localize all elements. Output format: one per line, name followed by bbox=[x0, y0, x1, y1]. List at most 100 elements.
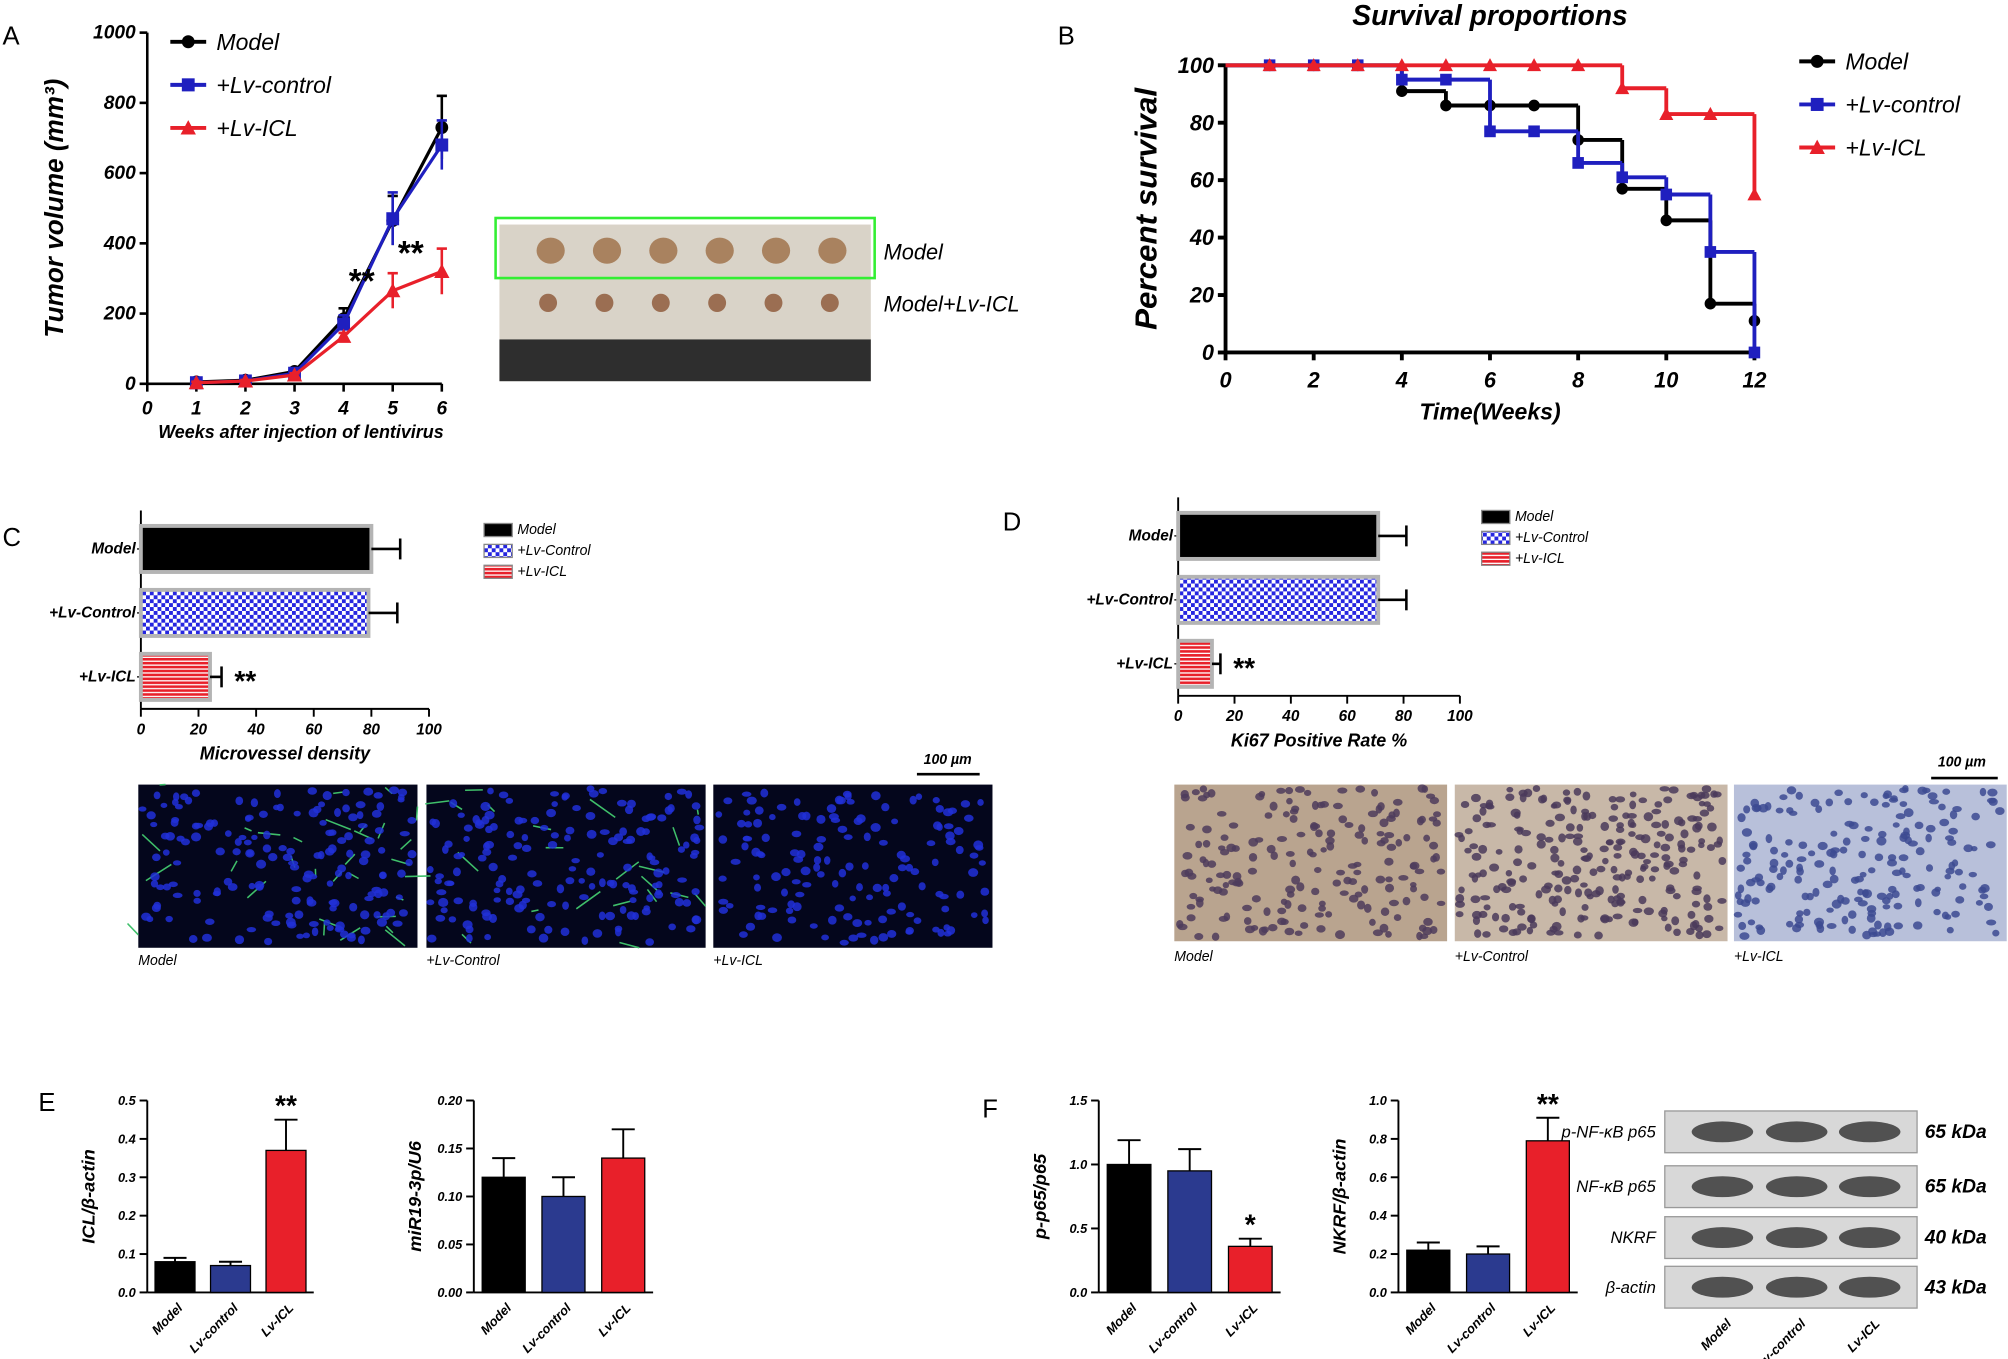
marker bbox=[1527, 58, 1542, 72]
tumor bbox=[536, 237, 565, 264]
nucleus bbox=[1841, 897, 1850, 905]
nucleus bbox=[1205, 877, 1213, 884]
marker bbox=[1571, 58, 1586, 72]
nucleus bbox=[547, 840, 558, 849]
nucleus bbox=[246, 926, 257, 933]
nucleus bbox=[1223, 912, 1231, 921]
nucleus bbox=[1628, 831, 1636, 837]
nucleus bbox=[474, 820, 485, 829]
nucleus bbox=[1612, 913, 1623, 920]
nucleus bbox=[397, 788, 408, 797]
nucleus bbox=[530, 816, 540, 825]
nucleus bbox=[677, 846, 686, 853]
nucleus bbox=[693, 815, 701, 825]
marker bbox=[1262, 58, 1277, 72]
nucleus bbox=[1561, 876, 1572, 885]
marker bbox=[1659, 106, 1674, 120]
category-label: Lv-ICL bbox=[1520, 1300, 1559, 1339]
y-tick-label: 20 bbox=[1189, 282, 1214, 307]
nucleus bbox=[1878, 830, 1887, 838]
nucleus bbox=[886, 908, 896, 915]
legend-label: +Lv-Control bbox=[1515, 530, 1589, 546]
nucleus bbox=[405, 858, 413, 867]
nucleus bbox=[1859, 871, 1867, 878]
nucleus bbox=[613, 833, 624, 842]
nucleus bbox=[1311, 800, 1319, 810]
nucleus bbox=[170, 819, 179, 827]
marker bbox=[1660, 188, 1673, 201]
image-caption: +Lv-ICL bbox=[713, 953, 763, 969]
nucleus bbox=[1333, 802, 1343, 810]
nucleus bbox=[1325, 836, 1335, 845]
nucleus bbox=[1794, 921, 1805, 928]
annotation: ** bbox=[398, 235, 425, 272]
nucleus bbox=[1747, 919, 1756, 926]
nucleus bbox=[896, 850, 906, 860]
nucleus bbox=[463, 835, 470, 842]
nucleus bbox=[1554, 884, 1563, 893]
vessel bbox=[384, 929, 406, 947]
nucleus bbox=[754, 806, 764, 815]
nucleus bbox=[571, 858, 580, 864]
nucleus bbox=[1423, 917, 1433, 926]
nucleus bbox=[730, 858, 741, 865]
nucleus bbox=[586, 867, 596, 876]
marker bbox=[1572, 157, 1584, 169]
nucleus bbox=[1785, 839, 1793, 846]
y-tick-label: 0.3 bbox=[118, 1170, 137, 1185]
nucleus bbox=[844, 792, 852, 801]
vessel bbox=[141, 833, 161, 852]
nucleus bbox=[493, 887, 501, 894]
nucleus bbox=[282, 853, 293, 862]
y-tick-label: 0 bbox=[125, 373, 136, 395]
micrograph bbox=[1174, 784, 1448, 942]
nucleus bbox=[345, 871, 352, 880]
nucleus bbox=[1392, 798, 1403, 806]
nucleus bbox=[1640, 863, 1649, 870]
nucleus bbox=[622, 882, 630, 889]
nucleus bbox=[629, 889, 639, 895]
nucleus bbox=[205, 918, 215, 925]
nucleus bbox=[1632, 907, 1643, 914]
nucleus bbox=[1737, 884, 1745, 894]
nucleus bbox=[1944, 873, 1952, 880]
nucleus bbox=[1315, 829, 1323, 838]
nucleus bbox=[977, 799, 984, 806]
nucleus bbox=[664, 806, 673, 815]
nucleus bbox=[160, 802, 168, 808]
category-label: Lv-control bbox=[1145, 1300, 1200, 1356]
nucleus bbox=[1654, 801, 1663, 808]
y-tick-label: 0.6 bbox=[1369, 1170, 1388, 1185]
nucleus bbox=[1475, 872, 1482, 878]
nucleus bbox=[356, 811, 364, 820]
nucleus bbox=[881, 803, 890, 812]
category-label: +Lv-ICL bbox=[1116, 655, 1173, 672]
nucleus bbox=[1433, 811, 1442, 818]
nucleus bbox=[1182, 851, 1193, 860]
nucleus bbox=[1907, 840, 1918, 847]
legend-marker bbox=[181, 78, 195, 92]
nucleus bbox=[1692, 816, 1703, 822]
nucleus bbox=[619, 905, 627, 914]
nucleus bbox=[1282, 811, 1290, 818]
nucleus bbox=[1325, 911, 1333, 918]
nucleus bbox=[318, 801, 326, 808]
nucleus bbox=[1565, 833, 1575, 840]
x-tick-label: 80 bbox=[363, 721, 380, 738]
nucleus bbox=[1285, 885, 1296, 894]
nucleus bbox=[1589, 868, 1598, 877]
nucleus bbox=[1884, 927, 1895, 937]
blot-lane-label: Model bbox=[1697, 1315, 1734, 1353]
bar bbox=[1167, 1170, 1213, 1294]
y-axis-title: ICL/β-actin bbox=[78, 1149, 98, 1244]
nucleus bbox=[1754, 873, 1764, 882]
nucleus bbox=[1357, 900, 1366, 910]
nucleus bbox=[1886, 859, 1898, 867]
nucleus bbox=[1514, 845, 1523, 854]
nucleus bbox=[1939, 818, 1950, 827]
nucleus bbox=[1371, 788, 1379, 797]
nucleus bbox=[1615, 796, 1626, 803]
nucleus bbox=[736, 819, 746, 828]
nucleus bbox=[579, 894, 589, 901]
nucleus bbox=[1580, 915, 1589, 921]
